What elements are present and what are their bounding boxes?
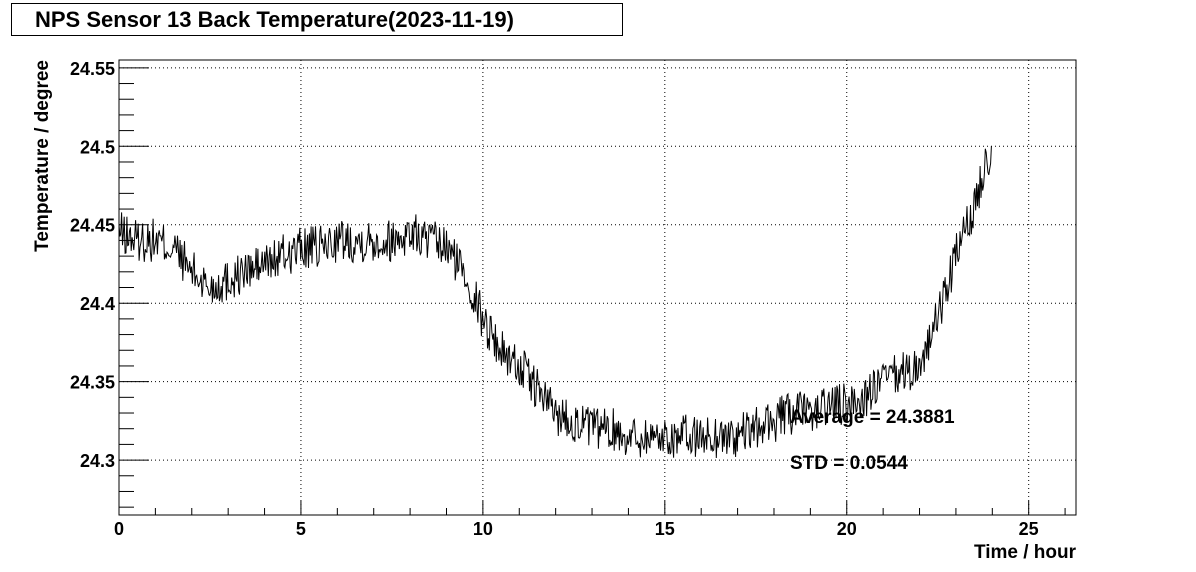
x-tick-label: 10 bbox=[473, 519, 493, 539]
y-tick-label: 24.45 bbox=[70, 216, 115, 236]
tick-labels: 0 5 10 15 20 25 24.3 24.35 24.4 24.45 24.5 24.55 bbox=[70, 59, 1039, 539]
x-tick-label: 5 bbox=[296, 519, 306, 539]
y-tick-label: 24.4 bbox=[80, 294, 115, 314]
x-axis-label: Time / hour bbox=[974, 542, 1077, 563]
x-tick-label: 25 bbox=[1019, 519, 1039, 539]
series-line bbox=[118, 145, 992, 459]
y-tick-label: 24.35 bbox=[70, 373, 115, 393]
average-annotation: Average = 24.3881 bbox=[790, 407, 955, 428]
y-tick-label: 24.55 bbox=[70, 59, 115, 79]
plot-background bbox=[119, 60, 1076, 515]
y-axis-label: Temperature / degree bbox=[32, 60, 53, 252]
y-tick-label: 24.5 bbox=[80, 137, 115, 157]
std-annotation: STD = 0.0544 bbox=[790, 453, 908, 474]
x-tick-label: 20 bbox=[837, 519, 857, 539]
x-tick-label: 0 bbox=[114, 519, 124, 539]
axis-ticks bbox=[118, 67, 1066, 515]
y-tick-label: 24.3 bbox=[80, 451, 115, 471]
x-tick-label: 15 bbox=[655, 519, 675, 539]
chart-title: NPS Sensor 13 Back Temperature(2023-11-1… bbox=[11, 3, 623, 36]
series-layer bbox=[118, 145, 992, 459]
